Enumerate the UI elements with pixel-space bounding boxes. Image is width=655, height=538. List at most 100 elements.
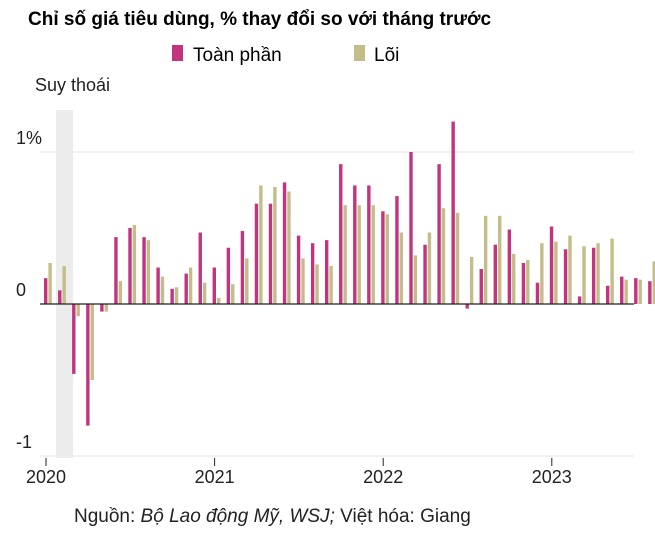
- bar-toan-phan: [72, 304, 76, 374]
- bar-loi: [217, 297, 221, 304]
- bar-loi: [610, 238, 614, 304]
- x-tick-label: 2022: [363, 467, 403, 487]
- bar-loi: [455, 212, 460, 304]
- bar-toan-phan: [170, 288, 174, 304]
- bar-toan-phan: [437, 164, 441, 304]
- bar-toan-phan: [310, 243, 315, 304]
- bar-loi: [287, 191, 291, 304]
- bar-toan-phan: [198, 232, 202, 304]
- bar-toan-phan: [86, 304, 90, 426]
- bar-toan-phan: [212, 267, 216, 304]
- bar-loi: [202, 282, 207, 304]
- bar-toan-phan: [240, 231, 245, 304]
- source-italic: Bộ Lao động Mỹ, WSJ;: [140, 506, 335, 527]
- y-tick-label: 1%: [16, 128, 42, 148]
- bar-loi: [160, 276, 165, 304]
- bar-loi: [568, 235, 572, 304]
- x-tick-label: 2023: [532, 467, 572, 487]
- bar-loi: [343, 205, 347, 304]
- x-tick-label: 2021: [195, 467, 235, 487]
- bar-loi: [146, 240, 151, 304]
- bar-toan-phan: [451, 121, 455, 304]
- bar-toan-phan: [128, 228, 132, 304]
- bar-toan-phan: [58, 290, 62, 304]
- legend-swatch-loi: [354, 45, 365, 61]
- bar-loi: [245, 258, 249, 304]
- legend-label-loi: Lõi: [374, 45, 399, 66]
- bar-loi: [315, 264, 319, 304]
- y-tick-label: -1: [16, 432, 32, 452]
- bar-toan-phan: [226, 247, 231, 304]
- bar-loi: [104, 304, 108, 312]
- bar-loi: [118, 281, 123, 304]
- bar-loi: [48, 262, 52, 304]
- bar-loi: [512, 253, 516, 304]
- bar-toan-phan: [549, 226, 554, 304]
- bar-toan-phan: [634, 278, 638, 304]
- bar-toan-phan: [114, 237, 118, 304]
- bar-toan-phan: [563, 249, 568, 304]
- bar-toan-phan: [184, 273, 188, 304]
- bar-loi: [259, 185, 263, 304]
- legend-swatch-toan-phan: [172, 45, 183, 61]
- legend-label-toan-phan: Toàn phần: [193, 45, 282, 66]
- bar-toan-phan: [367, 185, 371, 304]
- bar-loi: [554, 241, 558, 304]
- source-prefix: Nguồn:: [74, 506, 141, 527]
- bar-toan-phan: [395, 196, 399, 304]
- bar-loi: [301, 258, 305, 304]
- recession-label: Suy thoái: [35, 75, 110, 95]
- chart-title: Chỉ số giá tiêu dùng, % thay đổi so với …: [28, 9, 491, 30]
- bar-toan-phan: [142, 237, 146, 304]
- bar-loi: [624, 279, 628, 304]
- bar-toan-phan: [577, 296, 582, 304]
- bar-loi: [371, 205, 375, 304]
- bar-loi: [90, 304, 94, 380]
- bar-loi: [652, 261, 655, 304]
- bar-loi: [62, 266, 66, 304]
- bar-toan-phan: [100, 304, 104, 312]
- bar-toan-phan: [381, 211, 385, 304]
- bar-loi: [357, 205, 361, 304]
- bar-toan-phan: [282, 182, 287, 304]
- bar-loi: [413, 255, 418, 304]
- source-note: Nguồn: Bộ Lao động Mỹ, WSJ; Việt hóa: Gi…: [74, 506, 471, 528]
- axis-ticks: 1% 0 -1 2020 2021 2022 2023: [16, 128, 572, 487]
- bar-toan-phan: [620, 276, 624, 304]
- bar-toan-phan: [591, 247, 596, 304]
- bar-loi: [385, 214, 389, 304]
- bar-loi: [526, 259, 530, 304]
- bar-toan-phan: [268, 203, 273, 304]
- y-tick-label: 0: [16, 280, 26, 300]
- bar-loi: [427, 232, 432, 304]
- source-suffix: Việt hóa: Giang: [334, 506, 471, 527]
- bar-toan-phan: [507, 229, 512, 304]
- bar-toan-phan: [339, 164, 343, 304]
- bar-loi: [638, 279, 642, 304]
- bar-loi: [273, 186, 277, 304]
- bar-toan-phan: [535, 282, 540, 304]
- bar-loi: [498, 215, 502, 304]
- bar-toan-phan: [465, 304, 469, 309]
- bar-toan-phan: [409, 152, 413, 304]
- bar-toan-phan: [493, 244, 497, 304]
- bar-loi: [469, 256, 474, 304]
- bar-toan-phan: [479, 269, 483, 304]
- bar-toan-phan: [353, 185, 357, 304]
- bar-toan-phan: [521, 262, 526, 304]
- grid-lines: [40, 151, 634, 457]
- bar-toan-phan: [44, 278, 48, 304]
- bar-loi: [132, 224, 137, 304]
- x-tick-label: 2020: [26, 467, 66, 487]
- bar-toan-phan: [254, 203, 259, 304]
- bar-loi: [76, 304, 80, 317]
- bar-toan-phan: [156, 267, 160, 304]
- bar-loi: [596, 243, 600, 304]
- bar-loi: [441, 208, 446, 304]
- bar-toan-phan: [648, 281, 652, 304]
- bar-loi: [231, 284, 235, 304]
- bar-toan-phan: [325, 240, 329, 304]
- bar-loi: [329, 266, 333, 304]
- bar-loi: [483, 215, 488, 304]
